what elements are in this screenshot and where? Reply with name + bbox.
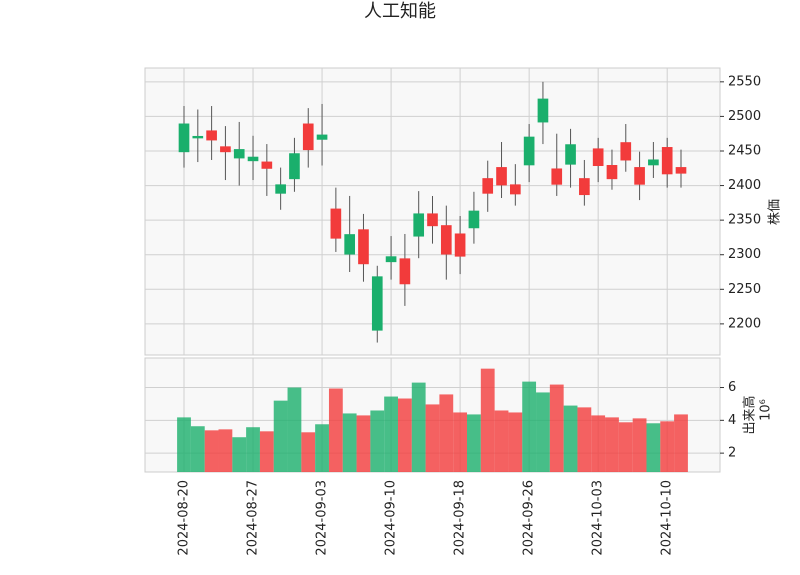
volume-bar (522, 381, 537, 472)
candle-body (496, 167, 507, 186)
volume-bar (397, 398, 412, 472)
candle-body (206, 130, 217, 141)
volume-bar (536, 392, 550, 472)
candle-body (440, 225, 452, 255)
volume-bar (384, 396, 398, 472)
y-tick-label: 2400 (728, 178, 761, 193)
volume-bar (480, 368, 495, 472)
volume-bar (646, 423, 661, 472)
candle-body (330, 208, 342, 239)
volume-bar (246, 427, 260, 472)
candle-body (371, 276, 383, 331)
x-tick-label: 2024-08-20 (177, 480, 192, 556)
volume-bar (356, 415, 371, 472)
x-tick-label: 2024-09-03 (315, 480, 330, 556)
y-tick-label: 6 (728, 380, 736, 395)
candle-body (233, 149, 245, 159)
candle-body (537, 98, 549, 123)
candle-body (523, 136, 535, 166)
candle-body (413, 213, 425, 237)
x-tick-label: 2024-08-27 (246, 480, 261, 556)
y-tick-label: 2500 (728, 109, 761, 124)
volume-bar (549, 384, 564, 472)
candle-body (606, 165, 618, 180)
x-tick-label: 2024-09-26 (522, 480, 537, 556)
y-tick-label: 2300 (728, 247, 761, 262)
candle-body (261, 161, 273, 169)
volume-bar (287, 387, 302, 472)
volume-bar (674, 414, 688, 472)
volume-bar (370, 410, 385, 472)
volume-bar (218, 429, 233, 472)
volume-bar (618, 422, 633, 472)
y-tick-label: 2 (728, 446, 736, 461)
candle-body (385, 256, 397, 263)
candle-body (192, 135, 204, 139)
y-tick-label: 2200 (728, 316, 761, 331)
volume-bar (439, 394, 454, 472)
volume-bar (660, 421, 675, 472)
candle-body (178, 123, 190, 153)
candle-body (579, 178, 590, 196)
candle-body (634, 167, 645, 185)
candle-body (482, 178, 494, 194)
candle-body (316, 134, 328, 140)
volume-bar (591, 415, 606, 472)
candle-body (510, 184, 521, 195)
candle-body (344, 234, 355, 255)
volume-multiplier: 10⁶ (759, 399, 774, 421)
x-tick-label: 2024-10-03 (591, 480, 606, 556)
volume-bar (232, 437, 247, 472)
candle-body (468, 210, 480, 229)
volume-bar (632, 418, 647, 472)
candle-body (620, 142, 632, 161)
volume-bar (467, 414, 481, 472)
x-tick-label: 2024-09-10 (384, 480, 399, 556)
candle-body (648, 159, 659, 166)
volume-axis-label: 出来高 (742, 395, 758, 434)
volume-bar (204, 430, 219, 472)
candle-body (247, 156, 259, 162)
volume-bar (259, 431, 274, 472)
price-axis-label: 株価 (768, 199, 783, 225)
y-tick-label: 4 (728, 413, 736, 428)
volume-bar (411, 382, 426, 472)
volume-bar (494, 410, 509, 472)
x-tick-label: 2024-09-18 (453, 480, 468, 556)
candle-body (399, 258, 411, 285)
y-tick-label: 2250 (728, 282, 761, 297)
volume-bar (453, 412, 468, 472)
volume-bar (315, 424, 329, 472)
volume-bar (273, 400, 288, 472)
y-tick-label: 2350 (728, 213, 761, 228)
volume-bar (190, 426, 205, 472)
candle-body (592, 148, 604, 167)
candle-body (454, 233, 466, 257)
chart-title: 人工知能 (364, 1, 436, 22)
candle-body (275, 184, 286, 194)
volume-bar (508, 412, 523, 472)
volume-bar (301, 432, 316, 472)
x-tick-label: 2024-10-10 (660, 480, 675, 556)
y-tick-label: 2450 (728, 143, 761, 158)
candle-body (565, 144, 576, 165)
volume-bar (605, 417, 619, 472)
candle-body (427, 213, 438, 227)
volume-bar (577, 407, 592, 472)
volume-bar (177, 417, 191, 472)
candle-body (551, 168, 563, 185)
candle-body (302, 123, 314, 151)
candle-body (358, 229, 369, 265)
candle-body (675, 167, 687, 174)
volume-bar (328, 388, 343, 472)
candle-body (220, 146, 231, 153)
candle-body (661, 147, 673, 175)
candle-body (289, 153, 300, 180)
volume-bar (563, 405, 578, 472)
volume-bar (342, 413, 357, 472)
y-tick-label: 2550 (728, 74, 761, 89)
volume-bar (425, 404, 440, 472)
